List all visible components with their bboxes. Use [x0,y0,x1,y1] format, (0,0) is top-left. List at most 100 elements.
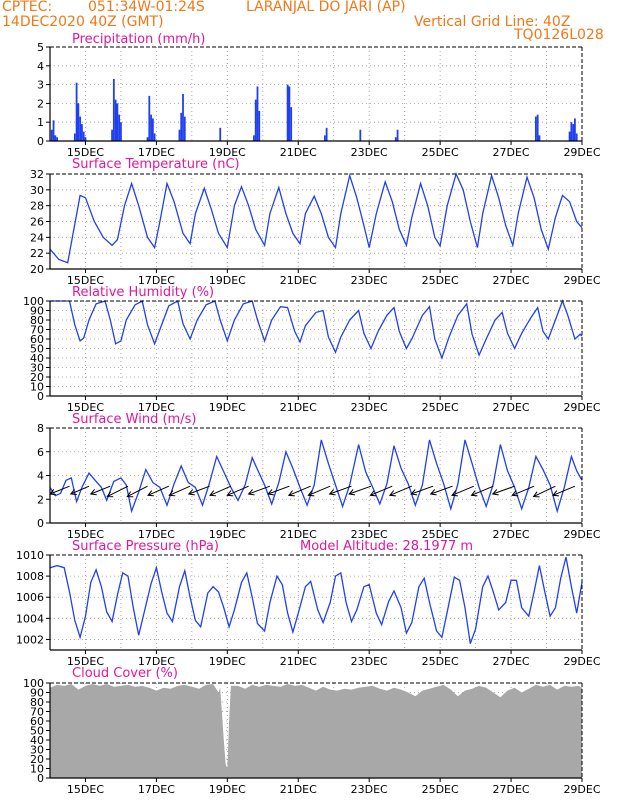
x-tick-label: 25DEC [422,274,459,287]
precip-bar [325,127,328,141]
y-tick-label: 0 [37,390,44,403]
precip-bar [575,133,578,141]
precip-bar [79,116,82,141]
wind-arrow-head [532,491,540,498]
wind-arrow-head [168,490,176,497]
x-tick-label: 27DEC [493,528,530,541]
x-tick-label: 17DEC [138,146,175,159]
y-tick-label: 1006 [16,591,44,604]
precip-bar [180,112,183,141]
x-tick-label: 15DEC [67,401,104,414]
precip-bar [359,129,362,141]
y-tick-label: 90 [30,687,44,700]
wind-arrow [49,485,70,495]
y-tick-label: 5 [37,41,44,54]
wind-arrow-head [307,490,315,497]
y-tick-label: 3 [37,79,44,92]
wind-arrow [451,485,475,496]
wind-arrow-head [552,490,560,497]
x-tick-label: 19DEC [209,146,246,159]
precip-bar [256,86,259,141]
wind-arrow-head [147,490,155,497]
precip-bar [50,129,53,141]
precip-bar [286,84,289,141]
y-tick-label: 8 [37,422,44,435]
y-tick-label: 30 [30,362,44,375]
y-tick-label: 10 [30,381,44,394]
y-tick-label: 50 [30,343,44,356]
panel-1: 20 22 24 26 28 30 32 15DEC 17DEC 19DEC 21DEC 23DEC 2… [30,157,601,287]
x-tick-label: 21DEC [280,528,317,541]
wind-arrow [512,485,535,496]
y-tick-label: 32 [30,168,44,181]
wind-arrow-head [226,490,234,497]
wind-arrow [308,485,331,496]
x-tick-label: 19DEC [209,655,246,668]
y-tick-label: 0 [37,135,44,148]
wind-arrow-head [491,489,499,496]
x-tick-label: 25DEC [422,783,459,796]
y-tick-label: 1004 [16,612,44,625]
precip-bar [183,116,186,141]
wind-arrow [288,485,311,496]
wind-arrow [90,485,111,495]
y-tick-label: 80 [30,314,44,327]
wind-arrow [430,485,453,495]
precip-bar [572,124,575,141]
x-tick-label: 17DEC [138,274,175,287]
x-tick-label: 19DEC [209,274,246,287]
wind-arrow-head [429,489,437,496]
y-tick-label: 70 [30,706,44,719]
precip-bar [323,135,326,141]
x-tick-label: 29DEC [563,274,600,287]
y-tick-label: 40 [30,352,44,365]
wind-arrow-head [388,490,396,497]
x-tick-label: 25DEC [422,401,459,414]
wind-arrow [227,485,249,496]
y-tick-label: 100 [23,677,44,690]
precip-bar [114,99,117,141]
x-tick-label: 15DEC [67,274,104,287]
panel-4: 1002 1004 1006 1008 1010 15DEC 17DEC 19DEC 21DEC… [16,539,601,668]
precip-bar [394,137,397,141]
x-tick-label: 29DEC [563,401,600,414]
panel-title: Surface Wind (m/s) [72,412,196,427]
precip-bar [153,133,156,141]
precip-bar [182,94,184,141]
wind-arrow [248,485,271,495]
x-tick-label: 17DEC [138,401,175,414]
y-tick-label: 2 [37,493,44,506]
precip-bar [534,116,537,141]
panel-title: Surface Pressure (hPa) [72,539,219,554]
x-tick-label: 19DEC [209,783,246,796]
precip-bar [254,99,257,141]
x-tick-label: 17DEC [138,528,175,541]
panel-title: Cloud Cover (%) [72,666,178,681]
x-tick-label: 21DEC [280,401,317,414]
precip-bar [574,118,576,141]
x-tick-label: 15DEC [67,528,104,541]
wind-arrow [389,485,412,496]
series-line [50,299,583,360]
wind-arrow [492,485,515,495]
x-tick-label: 29DEC [563,528,600,541]
precip-bar [73,133,76,141]
x-tick-label: 19DEC [209,401,246,414]
precip-bar [146,137,149,141]
x-tick-label: 27DEC [493,401,530,414]
cloud-cover-area [50,684,582,778]
wind-arrow [188,485,210,495]
x-tick-label: 23DEC [351,274,388,287]
wind-arrow-head [410,489,418,496]
y-tick-label: 20 [30,371,44,384]
precip-bar [116,103,119,141]
precip-bar [538,135,541,141]
x-tick-label: 29DEC [563,655,600,668]
x-tick-label: 15DEC [67,655,104,668]
precip-bar [75,82,78,141]
y-tick-label: 20 [30,753,44,766]
header-location: LARANJAL DO JARI (AP) [246,0,406,15]
precip-bar [288,86,291,141]
